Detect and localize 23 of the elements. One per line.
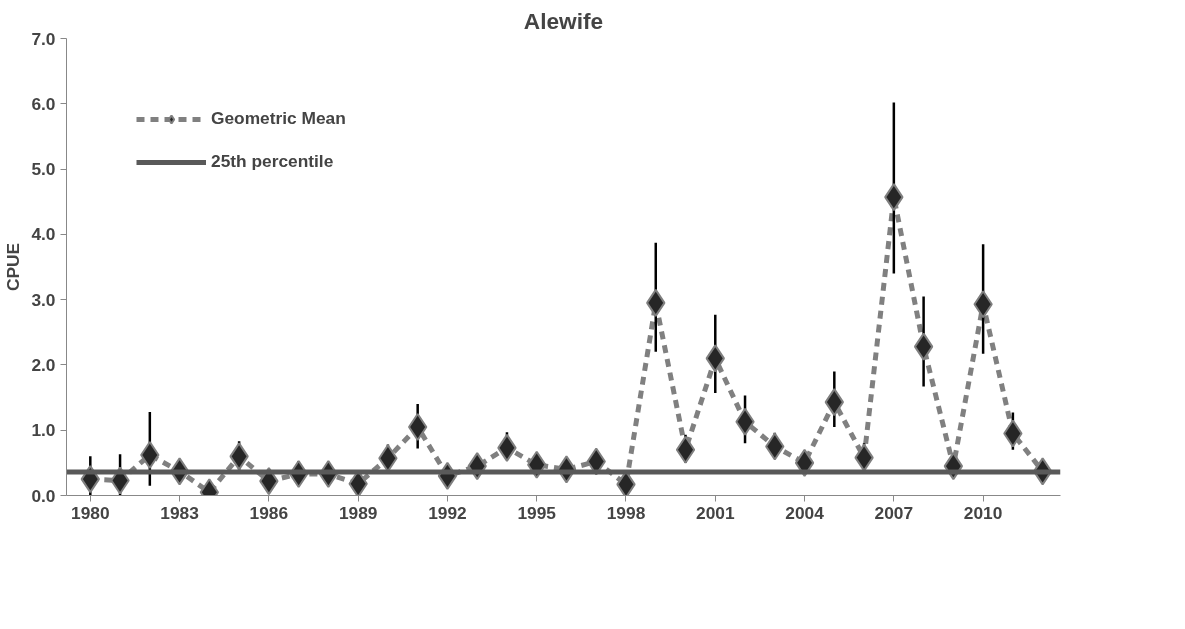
x-tick-label: 1983 [160,502,200,523]
y-axis-title: CPUE [3,242,24,292]
y-tick-label: 6.0 [31,93,56,114]
chart-title: Alewife [523,7,604,34]
x-tick-label: 1986 [249,502,289,523]
x-tick-label: 2007 [874,502,914,523]
y-tick-label: 7.0 [31,28,56,49]
x-tick-label: 1980 [71,502,110,523]
x-tick-label: 2010 [963,502,1003,523]
y-tick-label: 0.0 [31,485,56,506]
x-tick-label: 1995 [517,502,557,523]
x-tick-label: 1992 [428,502,467,523]
y-tick-label: 5.0 [31,159,56,180]
x-tick-label: 1989 [338,502,378,523]
y-tick-label: 3.0 [31,289,56,310]
legend-label: Geometric Mean [211,108,346,129]
y-tick-label: 4.0 [31,224,56,245]
legend-label: 25th percentile [211,151,334,172]
x-tick-label: 2001 [696,502,735,523]
x-tick-label: 2004 [785,502,825,523]
y-tick-label: 1.0 [31,420,56,441]
x-tick-label: 1998 [606,502,646,523]
y-tick-label: 2.0 [31,354,56,375]
